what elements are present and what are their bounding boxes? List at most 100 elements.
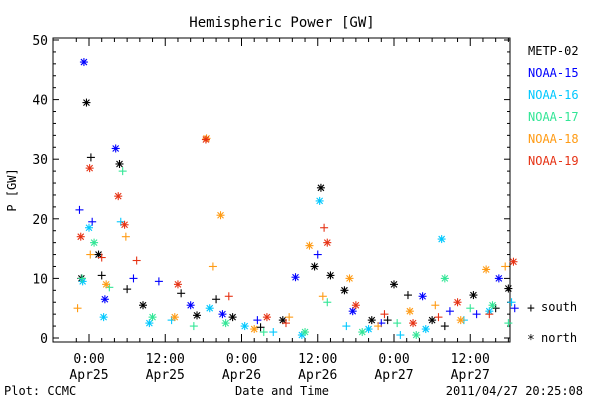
data-point-noaa-18 xyxy=(501,262,510,271)
x-tick-time-label: 12:00 xyxy=(146,352,185,367)
data-point-noaa-18 xyxy=(86,250,95,259)
data-point-noaa-15 xyxy=(445,307,454,316)
data-point-noaa-16 xyxy=(269,328,278,337)
data-point-noaa-17 xyxy=(90,238,99,247)
data-point-noaa-15 xyxy=(75,205,84,214)
marker-key: + south * north xyxy=(527,300,577,348)
legend-entry: NOAA-15 xyxy=(528,66,579,80)
data-point-noaa-19 xyxy=(224,292,233,301)
data-point-noaa-15 xyxy=(129,274,138,283)
data-point-noaa-16 xyxy=(421,325,430,334)
north-marker-symbol: * xyxy=(527,333,535,348)
data-point-noaa-17 xyxy=(78,274,87,283)
y-tick-label: 30 xyxy=(32,153,48,168)
data-points xyxy=(73,58,519,340)
data-point-noaa-18 xyxy=(374,322,383,331)
data-point-metp-02 xyxy=(383,316,392,325)
data-point-metp-02 xyxy=(326,271,335,280)
data-point-noaa-16 xyxy=(437,235,446,244)
data-point-metp-02 xyxy=(428,316,437,325)
data-point-metp-02 xyxy=(440,322,449,331)
legend-entry: NOAA-17 xyxy=(528,110,579,124)
x-axis: 0:00Apr2512:00Apr250:00Apr2612:00Apr260:… xyxy=(69,38,509,383)
data-point-noaa-15 xyxy=(348,307,357,316)
data-point-noaa-16 xyxy=(507,298,516,307)
data-point-noaa-19 xyxy=(320,223,329,232)
data-point-noaa-15 xyxy=(186,301,195,310)
data-point-noaa-17 xyxy=(148,313,157,322)
data-point-noaa-17 xyxy=(393,319,402,328)
x-tick-time-label: 12:00 xyxy=(298,352,337,367)
data-point-noaa-19 xyxy=(453,298,462,307)
x-tick-time-label: 12:00 xyxy=(451,352,490,367)
data-point-metp-02 xyxy=(115,159,124,168)
y-axis: 0 10 20 30 40 50 xyxy=(32,34,510,347)
data-point-noaa-15 xyxy=(100,295,109,304)
x-tick-time-label: 0:00 xyxy=(378,352,409,367)
legend-entry: NOAA-19 xyxy=(528,154,579,168)
plot-frame xyxy=(52,37,511,343)
x-axis-label: Date and Time xyxy=(235,384,329,398)
data-point-noaa-17 xyxy=(301,328,310,337)
data-point-noaa-17 xyxy=(189,322,198,331)
data-point-noaa-15 xyxy=(154,277,163,286)
data-point-noaa-15 xyxy=(79,58,88,67)
y-tick-label: 40 xyxy=(32,94,48,109)
chart-title: Hemispheric Power [GW] xyxy=(189,15,374,31)
legend: METP-02 NOAA-15 NOAA-16 NOAA-17 NOAA-18 NOAA-… xyxy=(528,44,579,168)
data-point-noaa-16 xyxy=(145,319,154,328)
plot-timestamp: 2011/04/27 20:25:08 xyxy=(446,384,583,398)
x-tick-date-label: Apr25 xyxy=(69,368,108,383)
data-point-noaa-18 xyxy=(431,301,440,310)
data-point-noaa-19 xyxy=(76,232,85,241)
data-point-metp-02 xyxy=(310,262,319,271)
data-point-metp-02 xyxy=(193,311,202,320)
data-point-noaa-19 xyxy=(409,319,418,328)
x-tick-time-label: 0:00 xyxy=(226,352,257,367)
data-point-noaa-19 xyxy=(85,164,94,173)
data-point-noaa-19 xyxy=(380,310,389,319)
data-point-noaa-18 xyxy=(121,232,130,241)
data-point-noaa-17 xyxy=(221,319,230,328)
y-tick-label: 20 xyxy=(32,213,48,228)
y-tick-label: 50 xyxy=(32,34,48,49)
data-point-noaa-19 xyxy=(114,192,123,201)
data-point-metp-02 xyxy=(390,280,398,289)
north-marker-label: north xyxy=(541,331,577,345)
data-point-noaa-15 xyxy=(253,316,262,325)
data-point-noaa-15 xyxy=(494,274,503,283)
data-point-noaa-19 xyxy=(351,301,360,310)
legend-entry: NOAA-16 xyxy=(528,88,579,102)
data-point-noaa-19 xyxy=(120,220,129,229)
data-point-noaa-15 xyxy=(418,292,427,301)
data-point-noaa-16 xyxy=(85,223,93,232)
data-point-noaa-18 xyxy=(208,262,217,271)
data-point-metp-02 xyxy=(367,316,376,325)
legend-entry: METP-02 xyxy=(528,44,579,58)
data-point-metp-02 xyxy=(97,271,106,280)
data-point-noaa-18 xyxy=(305,241,314,250)
data-point-noaa-15 xyxy=(510,304,519,313)
data-point-metp-02 xyxy=(123,285,132,294)
x-tick-time-label: 0:00 xyxy=(73,352,104,367)
data-point-noaa-19 xyxy=(434,313,443,322)
data-point-noaa-15 xyxy=(111,144,120,153)
data-point-noaa-15 xyxy=(88,217,97,226)
data-point-noaa-19 xyxy=(281,319,290,328)
data-point-metp-02 xyxy=(403,291,412,300)
data-point-noaa-18 xyxy=(102,280,111,289)
x-tick-date-label: Apr25 xyxy=(146,368,185,383)
x-tick-date-label: Apr26 xyxy=(222,368,261,383)
data-point-noaa-18 xyxy=(456,316,465,325)
data-point-noaa-19 xyxy=(132,256,141,265)
data-point-noaa-17 xyxy=(412,331,421,340)
data-point-metp-02 xyxy=(256,323,265,332)
x-tick-date-label: Apr27 xyxy=(374,368,413,383)
data-point-noaa-18 xyxy=(250,325,259,334)
data-point-noaa-16 xyxy=(205,304,214,313)
data-point-metp-02 xyxy=(212,295,221,304)
data-point-noaa-17 xyxy=(259,328,268,337)
data-point-metp-02 xyxy=(278,316,287,325)
data-point-noaa-17 xyxy=(358,328,367,337)
